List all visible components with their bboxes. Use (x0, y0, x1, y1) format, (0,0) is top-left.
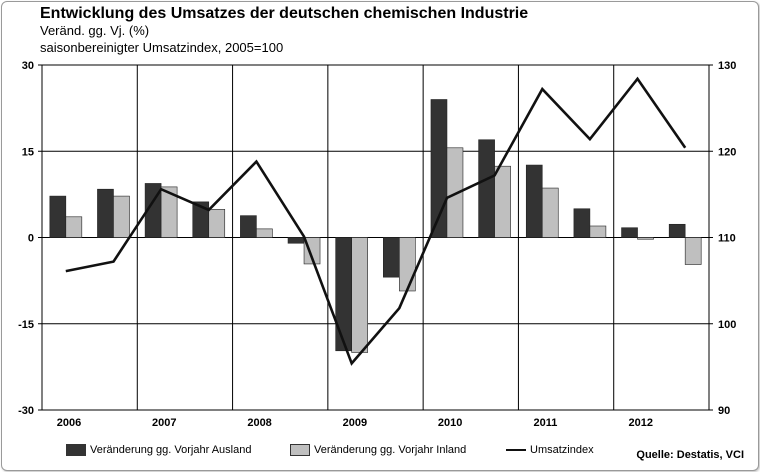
bar-ausland-7 (383, 237, 400, 278)
tick-label-year-2008: 2008 (247, 417, 271, 429)
line-group (65, 76, 687, 366)
tick-label-year-2006: 2006 (57, 417, 81, 429)
legend-label-inland: Veränderung gg. Vorjahr Inland (314, 444, 467, 456)
bar-inland-1 (113, 195, 130, 238)
tick-label-right-3: 120 (718, 146, 736, 158)
bar-inland-12 (637, 237, 654, 240)
source-note: Quelle: Destatis, VCI (636, 449, 744, 461)
legend-item-ausland: Veränderung gg. Vorjahr Ausland (66, 444, 251, 456)
tick-label-left-3: 15 (22, 146, 34, 158)
tick-label-right-1: 100 (718, 319, 736, 331)
bar-ausland-9 (478, 139, 495, 238)
bar-ausland-10 (525, 164, 543, 238)
legend-item-inland: Veränderung gg. Vorjahr Inland (290, 444, 466, 456)
bar-inland-9 (494, 165, 511, 238)
legend-item-umsatzindex: Umsatzindex (506, 444, 594, 456)
bar-inland-11 (589, 225, 607, 238)
tick-label-year-2009: 2009 (343, 417, 367, 429)
legend-swatch-ausland (66, 444, 86, 456)
legend-swatch-inland (290, 444, 310, 456)
bar-inland-10 (541, 187, 559, 238)
bar-ausland-12 (621, 227, 638, 238)
legend-label-umsatzindex: Umsatzindex (530, 444, 594, 456)
tick-labels-group: -30 -15 0 15 30 90 100 110 120 130 2006 2007 2008 200… (18, 60, 736, 429)
tick-label-left-4: 30 (22, 60, 34, 72)
bar-inland-13 (684, 237, 702, 265)
bar-ausland-11 (573, 208, 591, 238)
chart-subtitle-left-axis: Veränd. gg. Vj. (%) (40, 23, 150, 38)
bar-ausland-4 (240, 215, 257, 238)
bar-inland-0 (65, 216, 83, 238)
bars-group (49, 99, 702, 353)
tick-label-year-2010: 2010 (438, 417, 462, 429)
chart-subtitle-index: saisonbereinigter Umsatzindex, 2005=100 (40, 40, 284, 55)
bar-ausland-13 (668, 223, 686, 238)
bar-ausland-0 (49, 195, 67, 238)
tick-label-left-0: -30 (18, 405, 34, 417)
bar-inland-2 (160, 186, 178, 238)
tick-label-year-2007: 2007 (152, 417, 176, 429)
axes-group (38, 64, 713, 411)
tick-label-right-4: 130 (718, 60, 736, 72)
bar-inland-7 (399, 237, 416, 292)
bar-inland-6 (351, 237, 368, 353)
bar-inland-4 (256, 228, 273, 238)
tick-label-year-2012: 2012 (628, 417, 652, 429)
bar-inland-3 (208, 209, 226, 238)
tick-label-right-2: 110 (718, 233, 736, 245)
legend-line-umsatzindex (506, 449, 526, 451)
bar-ausland-6 (335, 237, 352, 352)
bar-ausland-5 (287, 237, 305, 244)
tick-label-left-2: 0 (28, 233, 34, 245)
bar-ausland-1 (97, 188, 114, 238)
chart-title: Entwicklung des Umsatzes der deutschen c… (40, 5, 529, 22)
line-umsatzindex (65, 76, 687, 366)
tick-label-year-2011: 2011 (533, 417, 557, 429)
tick-label-left-1: -15 (18, 319, 34, 331)
legend-label-ausland: Veränderung gg. Vorjahr Ausland (90, 444, 252, 456)
tick-label-right-0: 90 (718, 405, 730, 417)
